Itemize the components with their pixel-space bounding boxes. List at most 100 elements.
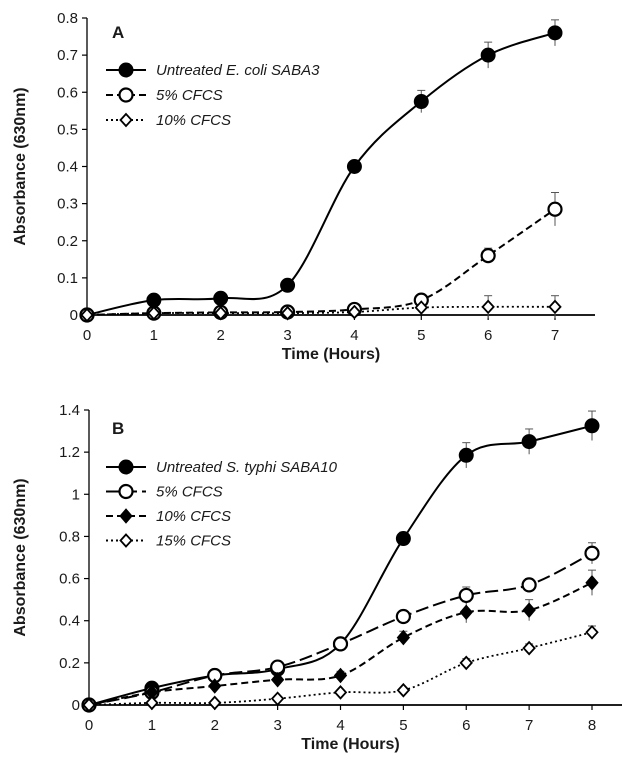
legend-label: 10% CFCS (156, 112, 231, 129)
data-point-2 (270, 671, 285, 688)
legend-marker (118, 62, 134, 78)
chart-panel-A: 0 0.1 0.2 0.3 0.4 0.5 0.6 0.7 0.8 0 1 2 3 4 5 6 7 Time (H… (12, 10, 595, 363)
x-tick-label: 5 (417, 327, 425, 344)
x-tick-label: 7 (525, 717, 533, 734)
legend-marker (118, 459, 134, 475)
data-point-0 (584, 418, 600, 434)
y-tick-label: 0.2 (57, 233, 78, 250)
x-tick-label: 5 (399, 717, 407, 734)
x-tick-label: 1 (148, 717, 156, 734)
y-axis-title: Absorbance (630nm) (12, 87, 29, 245)
x-tick-label: 6 (462, 717, 470, 734)
data-point-3 (145, 695, 159, 711)
legend-marker (119, 533, 133, 548)
data-point-0 (521, 434, 537, 450)
legend: Untreated E. coli SABA3 5% CFCS 10% CFCS (106, 62, 320, 129)
x-tick-label: 4 (350, 327, 358, 344)
data-point-1 (521, 577, 537, 593)
data-point-3 (82, 697, 96, 713)
y-tick-label: 1 (72, 486, 80, 503)
data-point-2 (80, 307, 94, 323)
y-tick-label: 0.2 (59, 655, 80, 672)
legend-marker (118, 483, 134, 500)
legend-label: Untreated E. coli SABA3 (156, 62, 320, 79)
data-point-0 (395, 531, 411, 547)
data-point-2 (333, 667, 348, 684)
data-point-0 (213, 290, 229, 306)
y-tick-label: 0.6 (59, 571, 80, 588)
data-point-1 (584, 545, 600, 561)
x-axis-title: Time (Hours) (282, 346, 380, 363)
data-point-0 (413, 94, 429, 110)
legend-label: 5% CFCS (156, 87, 223, 104)
x-tick-label: 8 (588, 717, 596, 734)
data-point-3 (208, 695, 222, 711)
data-point-2 (396, 629, 411, 646)
x-tick-label: 3 (283, 327, 291, 344)
data-point-0 (280, 277, 296, 293)
data-point-2 (414, 300, 429, 315)
x-tick-label: 4 (336, 717, 344, 734)
y-tick-label: 0 (70, 307, 78, 324)
legend-label: 15% CFCS (156, 533, 231, 550)
data-point-3 (396, 682, 411, 698)
data-point-1 (332, 636, 349, 652)
data-point-2 (585, 575, 599, 591)
panel-label: A (112, 23, 124, 42)
y-tick-label: 0.7 (57, 47, 78, 64)
data-point-3 (333, 685, 348, 700)
data-point-2 (459, 604, 473, 621)
legend: Untreated S. typhi SABA10 5% CFCS 10% CFCS… (106, 459, 338, 550)
data-point-3 (522, 640, 536, 656)
data-point-0 (458, 447, 474, 463)
data-point-0 (547, 25, 563, 41)
legend-marker (119, 508, 133, 524)
x-tick-label: 2 (217, 327, 225, 344)
x-axis-title: Time (Hours) (301, 736, 399, 753)
data-point-3 (459, 655, 473, 671)
y-tick-label: 0.8 (57, 10, 78, 27)
y-tick-label: 0.3 (57, 196, 78, 213)
data-point-0 (146, 292, 162, 308)
data-point-2 (147, 305, 161, 321)
x-tick-label: 3 (273, 717, 281, 734)
panel-label: B (112, 419, 124, 438)
data-point-2 (280, 305, 295, 321)
x-tick-label: 7 (551, 327, 559, 344)
y-tick-label: 0.4 (59, 613, 80, 630)
y-tick-label: 1.2 (59, 444, 80, 461)
series-line-0 (88, 424, 593, 706)
data-point-2 (522, 602, 536, 618)
legend-label: 5% CFCS (156, 484, 223, 501)
data-point-1 (480, 248, 496, 264)
y-tick-label: 0.8 (59, 528, 80, 545)
x-tick-label: 2 (211, 717, 219, 734)
y-tick-label: 0.5 (57, 121, 78, 138)
data-point-2 (347, 304, 362, 320)
data-point-2 (548, 299, 562, 315)
data-point-0 (480, 47, 496, 63)
y-axis-title: Absorbance (630nm) (12, 478, 29, 636)
y-tick-label: 0 (72, 697, 80, 714)
legend-marker (119, 112, 133, 128)
data-point-1 (270, 659, 286, 675)
x-tick-label: 1 (150, 327, 158, 344)
y-tick-label: 1.4 (59, 402, 80, 419)
data-point-1 (547, 201, 563, 217)
legend-label: Untreated S. typhi SABA10 (156, 459, 338, 476)
data-point-0 (346, 159, 362, 174)
data-point-1 (395, 608, 411, 625)
data-point-3 (270, 691, 285, 707)
chart-panel-B: 0 0.2 0.4 0.6 0.8 1 1.2 1.4 0 1 2 3 4 5 6 7 8 Time (Hours… (12, 402, 622, 753)
legend-marker (118, 87, 134, 103)
y-tick-label: 0.6 (57, 84, 78, 101)
x-tick-label: 0 (85, 717, 93, 734)
data-point-2 (213, 305, 228, 321)
data-point-2 (208, 678, 222, 694)
x-tick-label: 6 (484, 327, 492, 344)
y-tick-label: 0.4 (57, 159, 78, 176)
data-point-1 (458, 587, 474, 604)
legend-label: 10% CFCS (156, 508, 231, 525)
x-tick-label: 0 (83, 327, 91, 344)
